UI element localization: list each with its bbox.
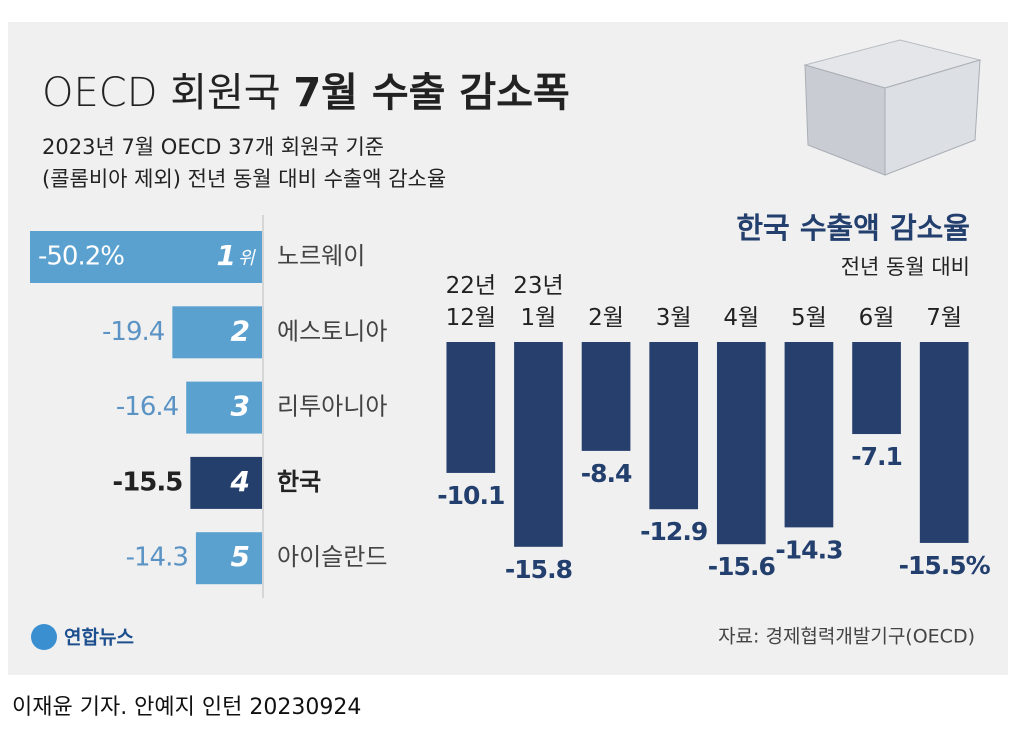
value-label: -15.5% [899,551,991,580]
x-tick-label-line: 23년 [513,273,563,299]
rank-number: 4 [230,465,250,498]
bar [30,231,262,283]
x-tick-label-line: 12월 [446,305,496,331]
value-label: -50.2% [38,242,124,272]
rank-suffix: 위 [238,248,256,269]
x-tick-label-line: 7월 [926,305,962,331]
x-tick-label: 22년 12월 [446,273,496,331]
x-tick-label: 23년 1월 [513,273,563,331]
value-label: -12.9 [640,517,707,546]
value-label: -14.3 [775,535,842,564]
category-label: 에스토니아 [277,317,387,345]
bar [716,342,766,545]
rank: 2 [231,314,250,347]
value-label: -15.5 [112,467,182,497]
category-label: 리투아니아 [277,393,387,421]
bar [649,342,699,510]
value-label: -19.4 [102,317,165,347]
x-tick-label: 3월 [656,305,692,331]
container-illustration [803,39,982,176]
x-tick-label-line: 3월 [656,305,692,331]
value-label: -14.3 [126,543,188,573]
value-label: -15.8 [505,555,572,584]
bar [919,342,969,543]
logo: 연합뉴스 [31,624,134,650]
rank-number: 3 [231,390,250,423]
bar [514,342,563,547]
category-label: 노르웨이 [277,242,365,270]
rank: 4 [230,465,250,498]
x-tick-label-line: 1월 [521,305,557,331]
bar [852,342,901,435]
source: 자료: 경제협력개발기구(OECD) [718,626,975,648]
chart-title: 한국 수출액 감소율 [736,211,970,245]
value-label: -10.1 [437,481,504,510]
value-label: -7.1 [851,442,902,471]
rank: 3 [231,390,250,423]
x-tick-label: 6월 [859,305,895,331]
value-label: -16.4 [116,392,179,422]
bar [195,532,262,585]
x-tick-label: 7월 [926,305,962,331]
subtitle: 2023년 7월 OECD 37개 회원국 기준 [42,135,384,159]
x-tick-label-line: 6월 [859,305,895,331]
bar [446,342,496,473]
subtitle: (콜롬비아 제외) 전년 동월 대비 수출액 감소율 [42,167,446,191]
value-label: -15.6 [708,552,776,581]
x-tick-label-line: 22년 [446,273,496,299]
category-label: 아이슬란드 [277,543,387,571]
x-tick-label-line: 4월 [723,305,759,331]
logo-text: 연합뉴스 [64,627,134,649]
x-tick-label: 5월 [791,305,827,331]
bar [172,306,262,359]
rank-number: 2 [231,314,250,347]
bar [581,342,631,451]
x-tick-label-line: 2월 [588,305,624,331]
x-tick-label: 4월 [723,305,759,331]
bar [190,456,262,509]
x-tick-label-line: 5월 [791,305,827,331]
bar [784,342,834,528]
rank: 1 [217,239,236,272]
x-tick-label: 2월 [588,305,624,331]
rank: 5 [231,540,250,573]
value-label: -8.4 [581,459,632,488]
title: OECD 회원국 7월 수출 감소폭 [42,70,570,116]
rank-number: 1 [217,239,236,272]
bar [186,381,262,434]
credit: 이재윤 기자. 안예지 인턴 20230924 [12,695,361,720]
chart-subtitle: 전년 동월 대비 [841,255,970,279]
category-label: 한국 [277,468,321,496]
rank-number: 5 [231,540,250,573]
